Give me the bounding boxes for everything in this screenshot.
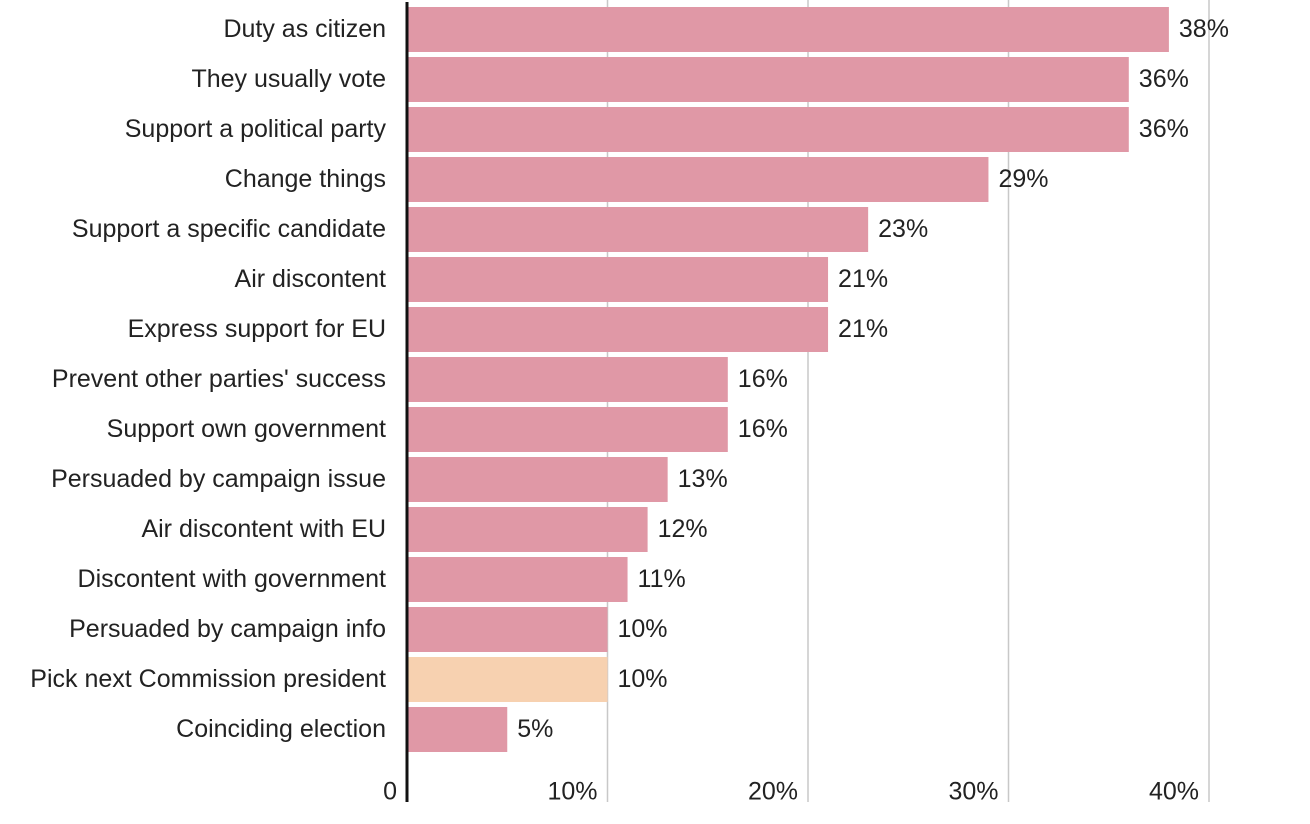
value-label: 5%: [517, 715, 553, 743]
bar-8: [407, 407, 728, 452]
value-label: 12%: [658, 515, 708, 543]
value-label: 38%: [1179, 15, 1229, 43]
value-label: 23%: [878, 215, 928, 243]
bar-12: [407, 607, 608, 652]
bar-1: [407, 57, 1129, 102]
bar-4: [407, 207, 869, 252]
value-label: 36%: [1139, 115, 1189, 143]
category-label: Air discontent with EU: [141, 515, 386, 543]
bar-9: [407, 457, 668, 502]
value-label: 21%: [838, 265, 888, 293]
value-label: 11%: [638, 565, 686, 593]
bar-10: [407, 507, 648, 552]
bar-7: [407, 357, 728, 402]
category-label: Prevent other parties' success: [52, 365, 386, 393]
bar-13: [407, 657, 608, 702]
value-label: 16%: [738, 415, 788, 443]
category-label: Change things: [225, 165, 386, 193]
bar-3: [407, 157, 989, 202]
tick-label-30: 30%: [948, 778, 998, 806]
value-label: 29%: [998, 165, 1048, 193]
tick-label-10: 10%: [547, 778, 597, 806]
bar-0: [407, 7, 1169, 52]
category-label: Discontent with government: [78, 565, 387, 593]
bar-2: [407, 107, 1129, 152]
value-label: 21%: [838, 315, 888, 343]
value-label: 36%: [1139, 65, 1189, 93]
value-label: 10%: [618, 615, 668, 643]
category-label: Duty as citizen: [223, 15, 386, 43]
category-label: Support own government: [107, 415, 386, 443]
bar-11: [407, 557, 628, 602]
category-label: Coinciding election: [176, 715, 386, 743]
category-label: Express support for EU: [128, 315, 386, 343]
category-label: Persuaded by campaign issue: [51, 465, 386, 493]
bars: [407, 7, 1169, 752]
tick-label-0: 0: [383, 778, 397, 806]
tick-label-40: 40%: [1149, 778, 1199, 806]
category-label: Support a specific candidate: [72, 215, 386, 243]
category-label: Air discontent: [235, 265, 387, 293]
bar-6: [407, 307, 829, 352]
value-label: 10%: [618, 665, 668, 693]
category-label: Persuaded by campaign info: [69, 615, 386, 643]
value-label: 13%: [678, 465, 728, 493]
tick-label-20: 20%: [748, 778, 798, 806]
labels: Duty as citizen 38% They usually vote 36% Su…: [30, 15, 1229, 806]
category-label: Support a political party: [125, 115, 387, 143]
category-label: Pick next Commission president: [30, 665, 386, 693]
category-label: They usually vote: [191, 65, 386, 93]
value-label: 16%: [738, 365, 788, 393]
bar-5: [407, 257, 829, 302]
bar-14: [407, 707, 508, 752]
